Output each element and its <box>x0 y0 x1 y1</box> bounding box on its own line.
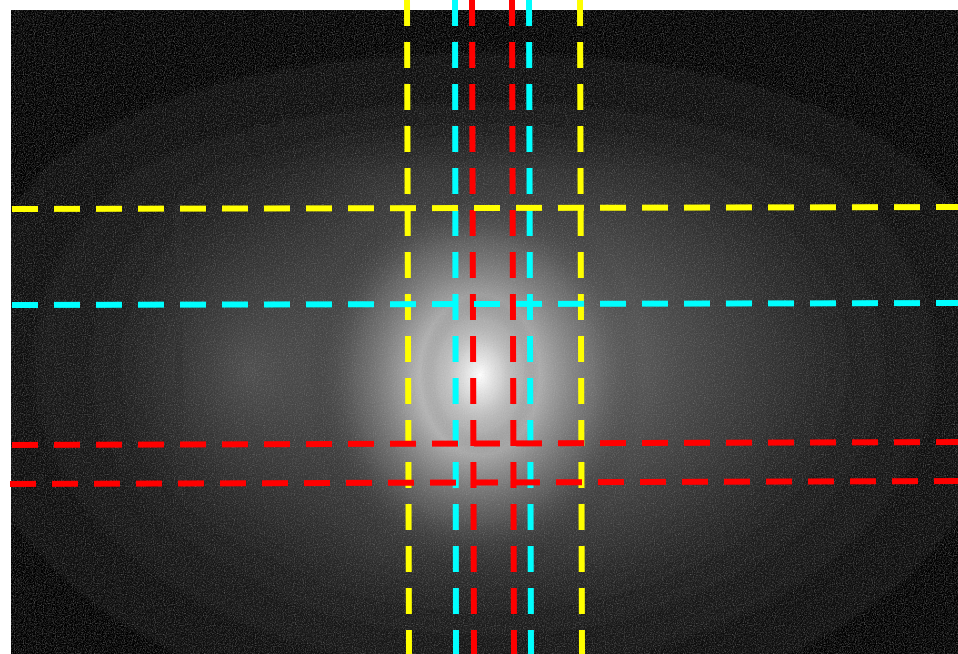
vertical-red-right-line <box>509 0 517 654</box>
horizontal-red-upper-line <box>11 439 958 448</box>
horizontal-red-lower-line <box>9 478 958 487</box>
horizontal-cyan-line <box>11 300 958 308</box>
vertical-yellow-left-line <box>404 0 412 654</box>
vertical-cyan-right-line <box>526 0 534 654</box>
intensity-field <box>11 10 958 654</box>
vertical-cyan-left-line <box>452 0 459 654</box>
vertical-red-left-line <box>469 0 477 654</box>
vertical-yellow-right-line <box>577 0 585 654</box>
horizontal-yellow-line <box>11 204 958 212</box>
guide-lines <box>9 0 958 654</box>
